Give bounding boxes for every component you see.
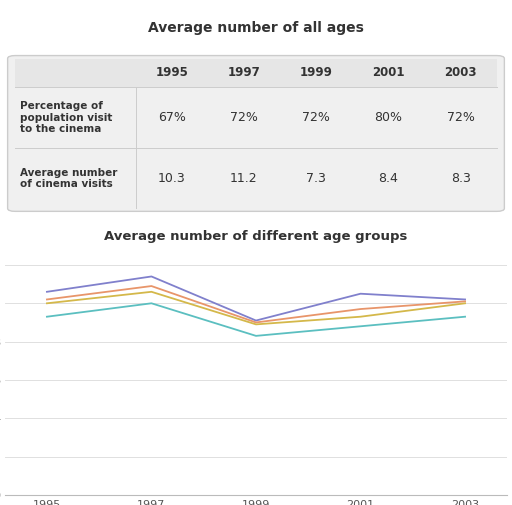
Text: 67%: 67% [158,111,186,124]
Text: 1999: 1999 [300,66,333,79]
Text: Average number
of cinema visits: Average number of cinema visits [20,168,118,189]
Text: 1995: 1995 [155,66,188,79]
Text: 8.4: 8.4 [378,172,398,185]
Text: Percentage of
population visit
to the cinema: Percentage of population visit to the ci… [20,101,113,134]
Bar [15,59,497,87]
Text: 8.3: 8.3 [451,172,471,185]
Text: 2001: 2001 [372,66,404,79]
Text: 72%: 72% [447,111,475,124]
Text: Average number of all ages: Average number of all ages [148,21,364,35]
Text: 11.2: 11.2 [230,172,258,185]
Text: 10.3: 10.3 [158,172,185,185]
Text: 1997: 1997 [227,66,260,79]
Title: Average number of different age groups: Average number of different age groups [104,230,408,243]
Text: 72%: 72% [302,111,330,124]
Text: 2003: 2003 [444,66,477,79]
FancyBboxPatch shape [8,56,504,212]
Text: 72%: 72% [230,111,258,124]
Text: 80%: 80% [374,111,402,124]
Text: 7.3: 7.3 [306,172,326,185]
